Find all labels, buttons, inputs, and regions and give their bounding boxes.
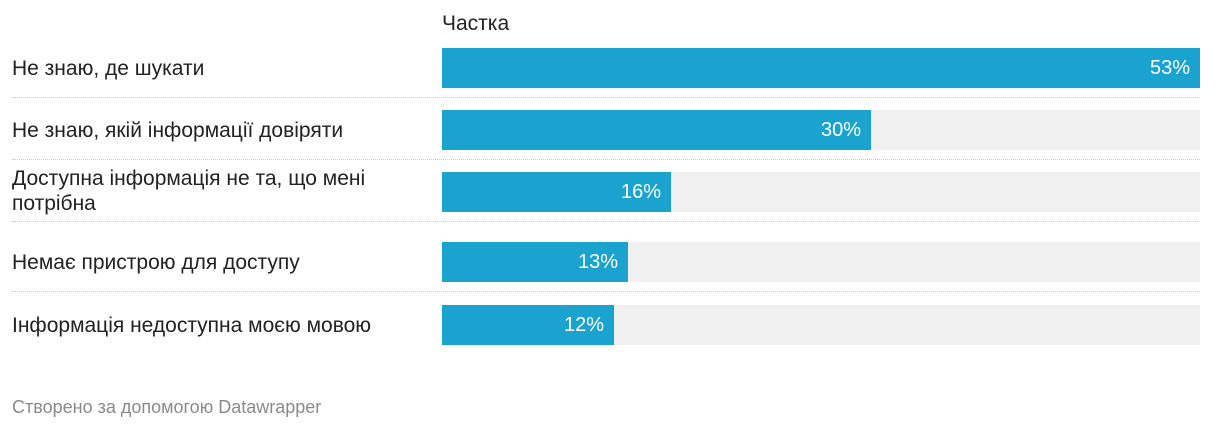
bar-value-label: 12% bbox=[563, 314, 604, 336]
bar-value-label: 53% bbox=[1149, 57, 1190, 79]
bar-value-label: 16% bbox=[620, 181, 661, 203]
column-header: Частка bbox=[442, 12, 510, 35]
footer-credit: Створено за допомогою Datawrapper bbox=[12, 397, 322, 417]
bar-value-label: 13% bbox=[577, 251, 618, 273]
bar-track: 13% bbox=[442, 242, 1200, 282]
bar-track: 30% bbox=[442, 110, 1200, 150]
row-separator bbox=[12, 159, 1200, 160]
category-label: Не знаю, якій інформації довіряти bbox=[12, 118, 344, 142]
chart-row: Не знаю, якій інформації довіряти 30% bbox=[0, 110, 1200, 150]
chart-row: Інформація недоступна моєю мовою 12% bbox=[0, 305, 1200, 345]
bar: 53% bbox=[442, 48, 1200, 88]
row-separator bbox=[12, 221, 1200, 222]
bar-track: 16% bbox=[442, 172, 1200, 212]
category-label: Не знаю, де шукати bbox=[12, 56, 205, 80]
bar: 13% bbox=[442, 242, 628, 282]
chart-row: Доступна інформація не та, що мені потрі… bbox=[0, 167, 1200, 215]
bar-value-label: 30% bbox=[820, 119, 861, 141]
chart-row: Не знаю, де шукати 53% bbox=[0, 48, 1200, 88]
chart-row: Немає пристрою для доступу 13% bbox=[0, 242, 1200, 282]
category-label: Доступна інформація не та, що мені потрі… bbox=[12, 167, 366, 215]
category-label: Інформація недоступна моєю мовою bbox=[12, 313, 372, 337]
bar-track: 12% bbox=[442, 305, 1200, 345]
bar: 30% bbox=[442, 110, 871, 150]
bar: 12% bbox=[442, 305, 614, 345]
bar: 16% bbox=[442, 172, 671, 212]
row-separator bbox=[12, 291, 1200, 292]
row-separator bbox=[12, 97, 1200, 98]
bar-track: 53% bbox=[442, 48, 1200, 88]
category-label: Немає пристрою для доступу bbox=[12, 250, 300, 274]
